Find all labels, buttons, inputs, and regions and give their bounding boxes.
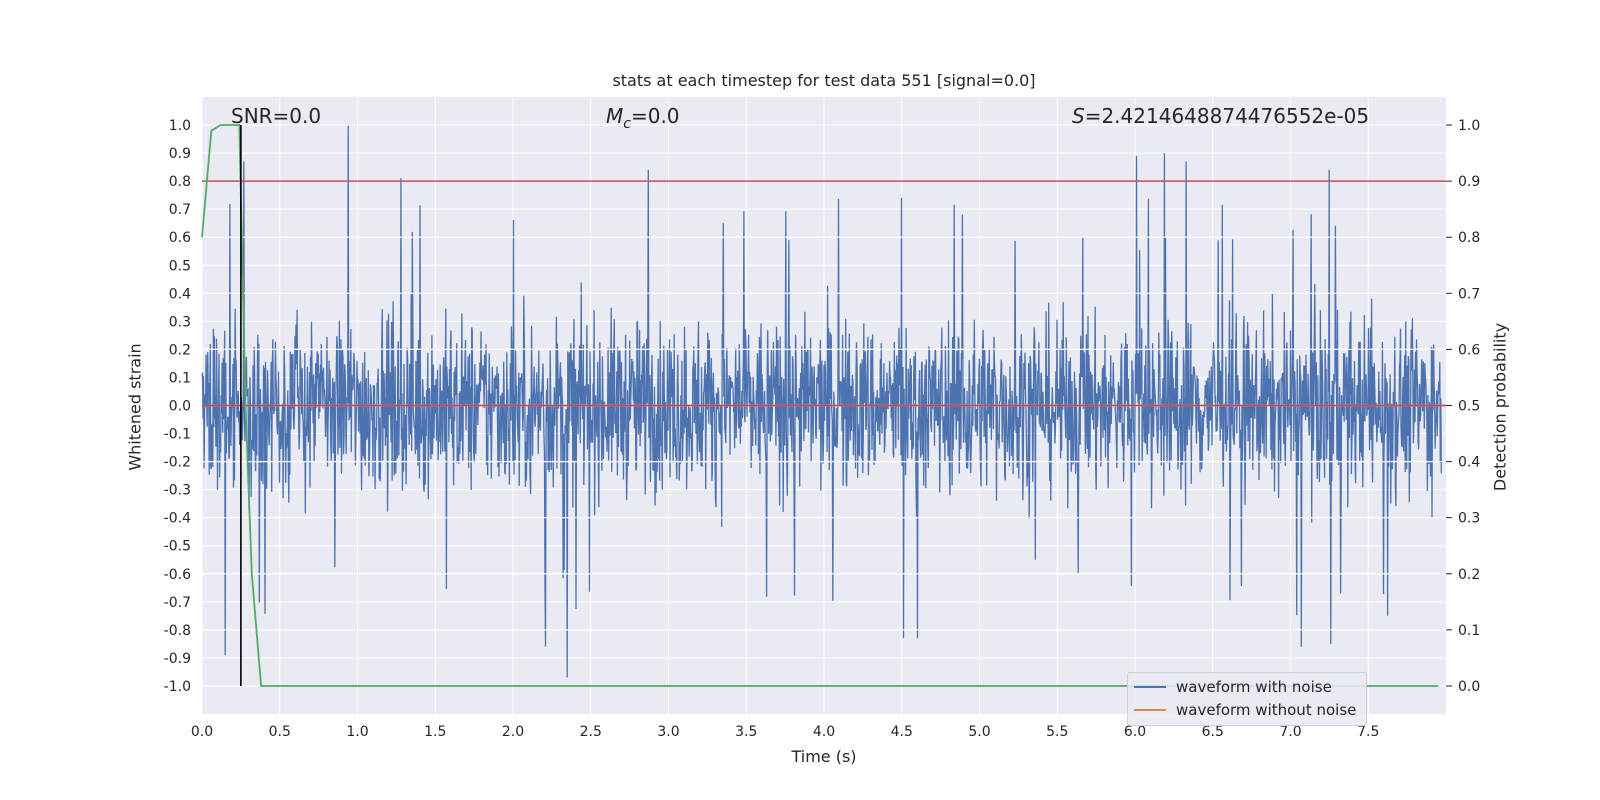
- y-tick-label: 0.1: [169, 370, 191, 386]
- detection-probability-line: [201, 124, 1439, 687]
- y-tick-label: 1.0: [169, 118, 191, 134]
- legend-item-clean: waveform without noise: [1134, 699, 1356, 721]
- y2-tick-label: 0.2: [1458, 567, 1480, 583]
- chirp-mass-annotation: Mc=0.0: [606, 104, 680, 132]
- y-tick-label: -0.7: [164, 595, 191, 611]
- x-tick-label: 7.5: [1357, 724, 1379, 740]
- y-tick-label: 0.8: [169, 174, 191, 190]
- y2-tick-label: 0.4: [1458, 455, 1480, 471]
- legend-item-noisy: waveform with noise: [1134, 676, 1332, 698]
- y2-axis-label: Detection probability: [1490, 322, 1510, 492]
- x-tick-label: 7.0: [1279, 724, 1301, 740]
- x-tick-label: 4.5: [891, 724, 913, 740]
- y-tick-label: -0.4: [164, 511, 191, 527]
- x-tick-label: 3.5: [735, 724, 757, 740]
- y-tick-label: 0.4: [169, 286, 191, 302]
- y-tick-label: 0.7: [169, 202, 191, 218]
- y-tick-label: -0.1: [164, 427, 191, 443]
- y-tick-label: 0.0: [169, 399, 191, 415]
- noisy-waveform-line: [201, 124, 1442, 678]
- score-value: =2.4214648874476552e-05: [1084, 104, 1370, 128]
- y-axis-label: Whitened strain: [125, 343, 145, 471]
- y-tick-label: 0.2: [169, 342, 191, 358]
- x-tick-label: 0.5: [269, 724, 291, 740]
- y2-tick-label: 0.1: [1458, 623, 1480, 639]
- legend-swatch-clean: [1134, 709, 1166, 711]
- y2-tick-label: 0.9: [1458, 174, 1480, 190]
- y2-tick-label: 0.3: [1458, 511, 1480, 527]
- chirp-mass-value: =0.0: [630, 104, 680, 128]
- y2-tick-label: 0.5: [1458, 399, 1480, 415]
- snr-annotation: SNR=0.0: [231, 104, 322, 128]
- y-tick-label: -0.6: [164, 567, 191, 583]
- x-tick-label: 6.5: [1202, 724, 1224, 740]
- x-tick-label: 0.0: [191, 724, 213, 740]
- x-tick-label: 2.0: [502, 724, 524, 740]
- score-symbol: S: [1072, 104, 1085, 128]
- y-tick-label: 0.3: [169, 314, 191, 330]
- x-tick-label: 2.5: [580, 724, 602, 740]
- chart-title: stats at each timestep for test data 551…: [612, 71, 1036, 90]
- y2-tick-label: 0.6: [1458, 342, 1480, 358]
- x-tick-label: 5.5: [1046, 724, 1068, 740]
- x-tick-label: 1.0: [346, 724, 368, 740]
- x-tick-label: 5.0: [968, 724, 990, 740]
- score-annotation: S=2.4214648874476552e-05: [1072, 104, 1369, 128]
- y2-tick-label: 1.0: [1458, 118, 1480, 134]
- chirp-mass-symbol: M: [606, 104, 624, 128]
- y-tick-label: -0.2: [164, 455, 191, 471]
- x-axis-label: Time (s): [791, 747, 857, 766]
- y-tick-label: 0.5: [169, 258, 191, 274]
- y2-tick-label: 0.8: [1458, 230, 1480, 246]
- chirp-mass-subscript: c: [623, 116, 631, 132]
- y-tick-label: -0.5: [164, 539, 191, 555]
- x-tick-label: 1.5: [424, 724, 446, 740]
- y2-tick-label: 0.7: [1458, 286, 1480, 302]
- y2-tick-label: 0.0: [1458, 679, 1480, 695]
- x-tick-label: 6.0: [1124, 724, 1146, 740]
- y-tick-label: -0.8: [164, 623, 191, 639]
- y-tick-label: 0.9: [169, 146, 191, 162]
- y-tick-label: -0.3: [164, 483, 191, 499]
- legend-label-noisy: waveform with noise: [1176, 678, 1332, 696]
- x-tick-label: 4.0: [813, 724, 835, 740]
- y-tick-label: -0.9: [164, 651, 191, 667]
- x-tick-label: 3.0: [657, 724, 679, 740]
- legend: waveform with noise waveform without noi…: [1127, 672, 1367, 726]
- legend-swatch-noisy: [1134, 686, 1166, 688]
- y-tick-label: -1.0: [164, 679, 191, 695]
- legend-label-clean: waveform without noise: [1176, 701, 1357, 719]
- y-tick-label: 0.6: [169, 230, 191, 246]
